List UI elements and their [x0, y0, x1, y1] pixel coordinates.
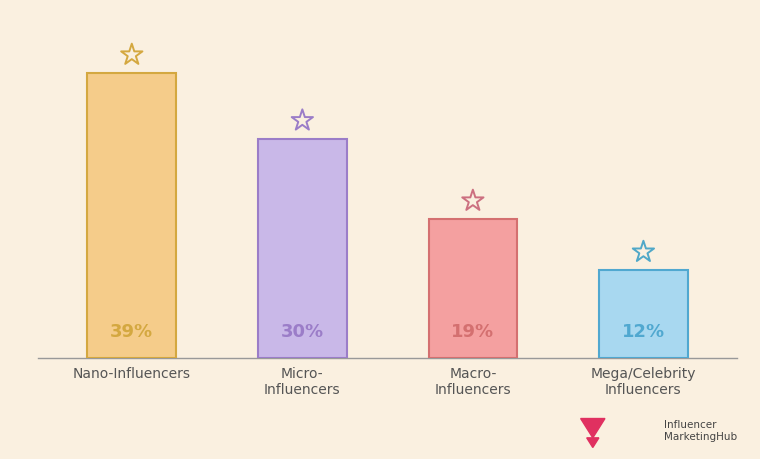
Point — [467, 198, 479, 205]
Text: 12%: 12% — [622, 322, 665, 340]
Text: 30%: 30% — [280, 322, 324, 340]
Text: Influencer
MarketingHub: Influencer MarketingHub — [664, 419, 737, 441]
Bar — [258, 140, 347, 358]
Point — [638, 249, 650, 256]
Text: 19%: 19% — [451, 322, 495, 340]
Point — [125, 52, 138, 59]
Text: 39%: 39% — [110, 322, 154, 340]
Point — [296, 118, 309, 125]
Polygon shape — [581, 419, 605, 438]
Bar — [87, 74, 176, 358]
Bar — [429, 219, 518, 358]
Polygon shape — [587, 438, 599, 448]
Bar — [599, 271, 688, 358]
